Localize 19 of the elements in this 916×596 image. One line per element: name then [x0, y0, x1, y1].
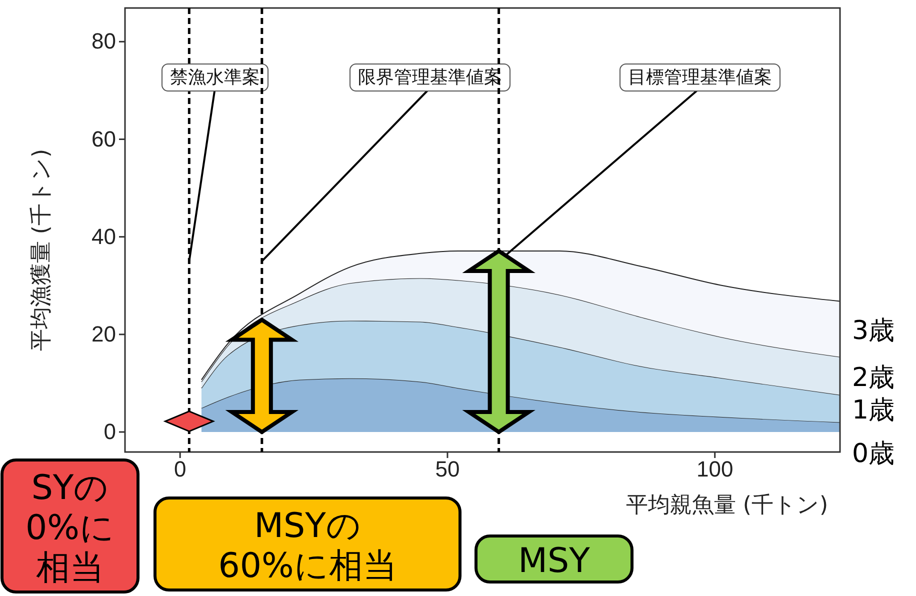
y-tick-label: 0: [104, 419, 116, 444]
series-label: 3歳: [852, 316, 895, 346]
ref-line-label: 目標管理基準値案: [628, 67, 772, 88]
series-label: 2歳: [852, 362, 895, 393]
series-label: 0歳: [852, 439, 895, 469]
x-axis-title: 平均親魚量 (千トン): [626, 493, 828, 518]
x-tick-label: 0: [174, 456, 186, 482]
y-tick-label: 40: [92, 224, 116, 249]
y-tick-label: 60: [92, 126, 116, 152]
text: SYの0%に相当: [26, 468, 114, 588]
y-tick-label: 20: [92, 321, 116, 346]
ref-line-label: 禁漁水準案: [170, 67, 260, 88]
y-axis-title: 平均漁獲量 (千トン): [29, 148, 54, 352]
x-tick-label: 100: [696, 456, 734, 482]
y-tick-label: 80: [92, 28, 116, 54]
x-tick-label: 50: [435, 456, 460, 482]
text: MSY: [518, 541, 590, 581]
text: MSYの60%に相当: [218, 506, 397, 586]
series-label: 1歳: [852, 396, 895, 426]
